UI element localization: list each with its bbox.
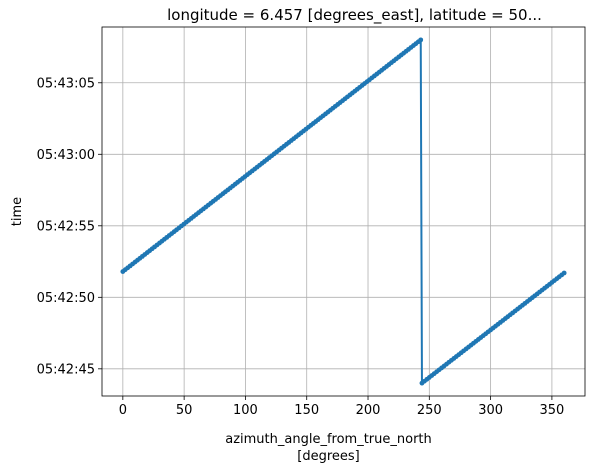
y-tick-label: 05:42:45 <box>37 362 95 377</box>
series <box>120 37 567 386</box>
y-tick-label: 05:42:55 <box>37 219 95 234</box>
x-axis-units-label: [degrees] <box>297 449 359 464</box>
plot-frame <box>101 26 586 397</box>
y-tick-label: 05:43:00 <box>37 148 95 163</box>
x-tick-label: 50 <box>176 403 193 418</box>
data-point <box>561 270 567 276</box>
x-axis: 0 50 100 150 200 250 300 350 <box>119 396 564 418</box>
chart-title: longitude = 6.457 [degrees_east], latitu… <box>167 6 542 25</box>
y-axis: 05:42:45 05:42:50 05:42:55 05:43:00 05:43:05 <box>37 76 102 377</box>
y-tick-label: 05:42:50 <box>37 291 95 306</box>
x-tick-label: 300 <box>478 403 503 418</box>
x-tick-label: 250 <box>417 403 442 418</box>
x-tick-label: 200 <box>356 403 381 418</box>
x-axis-label: azimuth_angle_from_true_north <box>225 432 432 447</box>
x-tick-label: 150 <box>294 403 319 418</box>
data-point <box>418 37 424 43</box>
x-tick-label: 350 <box>539 403 564 418</box>
x-tick-label: 100 <box>233 403 258 418</box>
y-tick-label: 05:43:05 <box>37 76 95 91</box>
y-axis-label: time <box>10 197 25 226</box>
x-tick-label: 0 <box>119 403 127 418</box>
